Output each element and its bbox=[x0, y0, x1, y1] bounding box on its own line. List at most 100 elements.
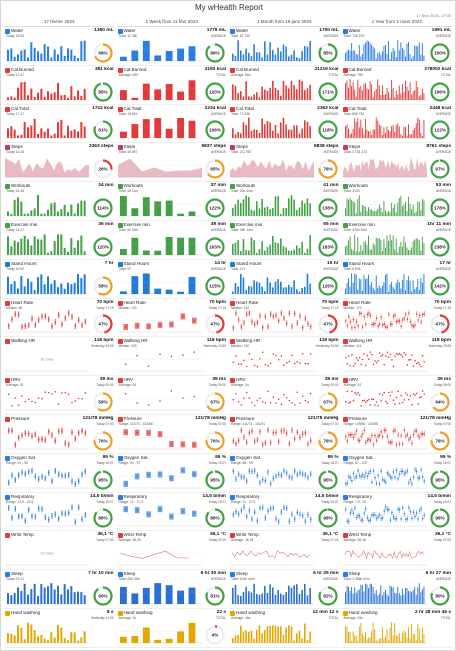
metric-cell: Respiratory Range: 7,5 - 32 14,5 b/min Toda… bbox=[341, 494, 452, 532]
data-point bbox=[17, 404, 20, 407]
gauge-percent: 76% bbox=[98, 438, 107, 443]
bar bbox=[386, 127, 387, 139]
gauge-arc bbox=[317, 198, 338, 218]
data-point bbox=[390, 476, 393, 479]
metric-value: 121/78 mmHg bbox=[307, 416, 339, 421]
bar bbox=[370, 83, 372, 100]
data-point bbox=[346, 325, 348, 327]
sleep-bar bbox=[269, 584, 271, 604]
data-point bbox=[245, 479, 248, 482]
gauge-arc bbox=[430, 275, 450, 296]
metric-value: 55 min bbox=[323, 222, 339, 227]
metric-value: 70 bpm bbox=[434, 299, 451, 305]
bar bbox=[63, 94, 66, 100]
metric-sub: Range: 13,5 - 20,5 bbox=[6, 499, 34, 504]
bar bbox=[352, 250, 354, 255]
data-point bbox=[256, 474, 259, 476]
data-point bbox=[285, 471, 288, 474]
metric-cell: Exercise min. Today 14:17 36 min 120% bbox=[4, 222, 115, 260]
data-point bbox=[410, 482, 413, 485]
bar bbox=[37, 239, 39, 255]
data-point bbox=[181, 316, 184, 318]
bar bbox=[390, 51, 392, 61]
bar bbox=[264, 290, 266, 294]
data-point bbox=[44, 391, 47, 393]
bar bbox=[349, 236, 351, 255]
data-point bbox=[361, 519, 363, 522]
data-point bbox=[376, 474, 379, 477]
bar bbox=[272, 49, 274, 61]
bar bbox=[376, 78, 378, 100]
bar bbox=[63, 135, 66, 139]
bar bbox=[382, 94, 384, 100]
data-point bbox=[395, 396, 397, 399]
heart-icon bbox=[230, 300, 235, 306]
bar bbox=[285, 247, 287, 255]
data-point bbox=[412, 365, 414, 368]
figure-icon bbox=[342, 184, 348, 190]
bar bbox=[17, 625, 19, 643]
data-point bbox=[404, 518, 407, 521]
metric-sub: Median: 86 bbox=[6, 305, 23, 310]
metric-sub: Total: 313h bbox=[343, 189, 360, 194]
bar bbox=[266, 90, 269, 100]
data-point bbox=[404, 471, 407, 473]
bar bbox=[57, 54, 59, 61]
bar bbox=[356, 118, 358, 139]
data-point bbox=[382, 323, 385, 326]
figure-icon bbox=[117, 261, 123, 267]
data-point bbox=[71, 401, 73, 404]
data-point bbox=[398, 509, 400, 511]
sleep-bar bbox=[349, 590, 351, 604]
metric-sub: Range: 88 - 99 bbox=[231, 460, 253, 465]
bar bbox=[396, 202, 398, 216]
bar bbox=[353, 202, 355, 216]
data-point bbox=[248, 352, 251, 355]
data-point bbox=[232, 361, 235, 364]
metric-cell: Steps Total: 211 987 6838 steps AVERAGE 76% bbox=[229, 144, 340, 183]
bar bbox=[378, 204, 380, 216]
mini-chart bbox=[5, 157, 89, 178]
report-title: My wHealth Report bbox=[194, 3, 264, 12]
bar bbox=[421, 136, 423, 139]
bar bbox=[232, 243, 234, 255]
data-point bbox=[364, 364, 367, 367]
data-point bbox=[356, 359, 359, 362]
bar bbox=[130, 97, 138, 100]
mini-chart bbox=[117, 40, 202, 61]
heart-icon bbox=[230, 378, 235, 384]
bar bbox=[153, 250, 161, 255]
figure-icon bbox=[117, 223, 123, 228]
goal-gauge: 96% bbox=[430, 508, 450, 528]
goal-gauge: 81% bbox=[92, 120, 113, 140]
bar bbox=[349, 632, 351, 643]
gauge-percent: 81% bbox=[98, 128, 107, 133]
bar bbox=[418, 42, 420, 61]
bar bbox=[288, 250, 290, 255]
bar bbox=[77, 273, 79, 294]
data-point bbox=[381, 354, 383, 356]
goal-gauge: 171% bbox=[317, 81, 338, 102]
bar bbox=[379, 207, 381, 216]
bar bbox=[293, 50, 295, 61]
data-point bbox=[21, 471, 23, 473]
data-point bbox=[7, 481, 10, 484]
sleep-bar bbox=[382, 591, 384, 604]
data-point bbox=[350, 479, 353, 481]
sleep-bar bbox=[261, 593, 263, 604]
data-point bbox=[362, 353, 365, 355]
bar bbox=[382, 281, 384, 294]
data-point bbox=[237, 319, 240, 322]
sleep-bar bbox=[40, 583, 43, 604]
metric-name: Walking HR bbox=[123, 338, 148, 344]
data-point bbox=[71, 431, 73, 433]
bar bbox=[130, 124, 138, 139]
bar bbox=[416, 238, 418, 255]
data-point bbox=[7, 325, 10, 328]
data-point bbox=[370, 398, 373, 400]
data-point bbox=[47, 391, 50, 394]
data-point bbox=[259, 481, 261, 483]
data-point bbox=[390, 359, 393, 361]
data-point bbox=[362, 429, 365, 431]
